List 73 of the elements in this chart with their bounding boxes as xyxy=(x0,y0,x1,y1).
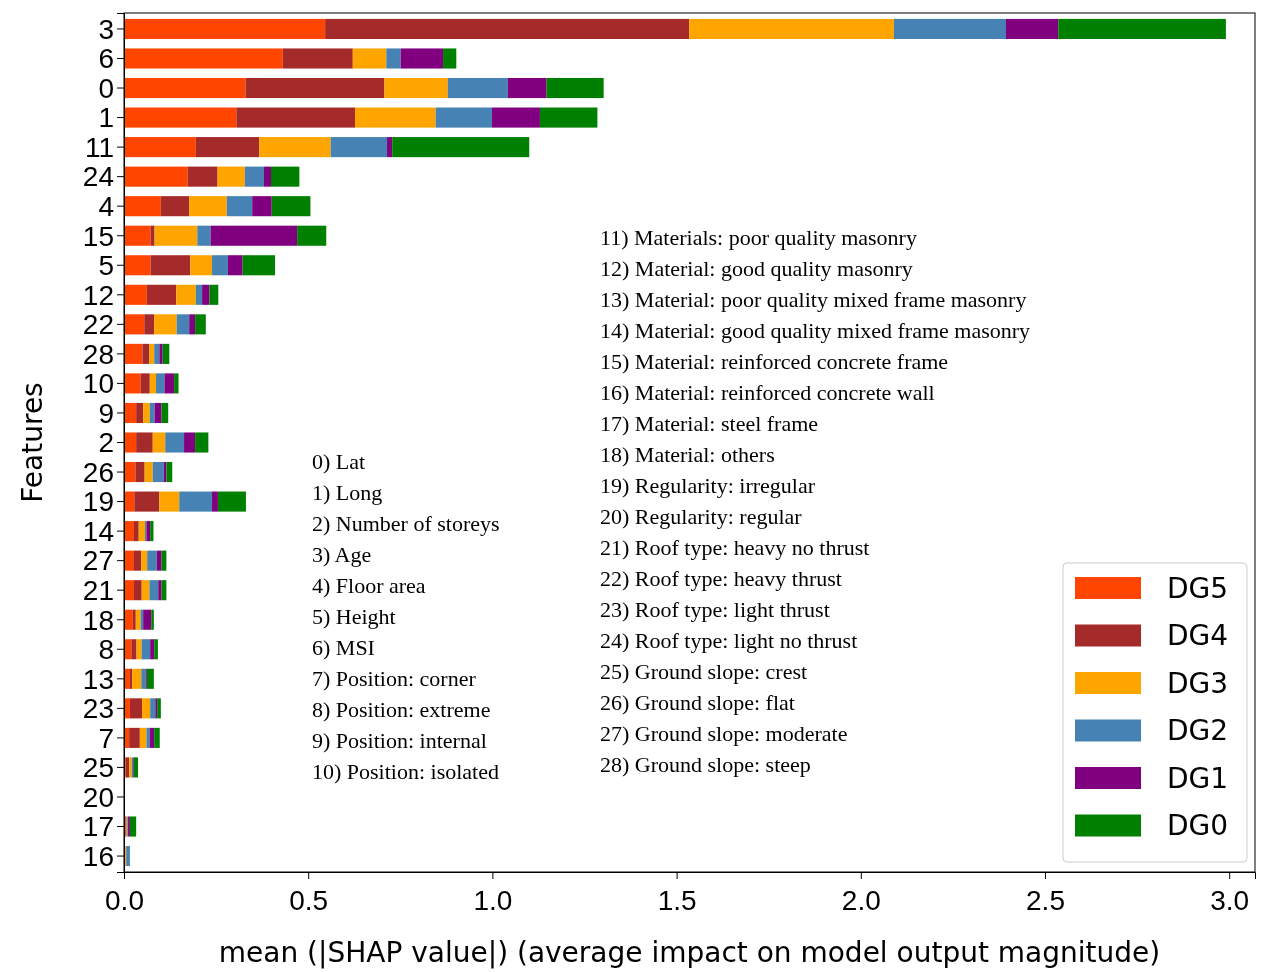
y-tick-label: 6 xyxy=(98,43,114,75)
y-tick-label: 18 xyxy=(82,604,114,636)
legend-label: DG3 xyxy=(1167,666,1229,700)
y-tick-label: 23 xyxy=(82,693,114,725)
legend-label: DG0 xyxy=(1167,809,1229,843)
annotation: 7) Position: corner xyxy=(312,666,477,691)
y-tick-label: 4 xyxy=(98,190,114,222)
annotation: 10) Position: isolated xyxy=(312,759,499,784)
annotation: 9) Position: internal xyxy=(312,728,487,753)
x-tick-label: 1.0 xyxy=(473,885,513,916)
annotation: 13) Material: poor quality mixed frame masonry xyxy=(600,287,1027,312)
annotation: 24) Roof type: light no thrust xyxy=(600,628,858,653)
x-axis-title: mean (|SHAP value|) (average impact on model output magnitude) xyxy=(218,936,1161,969)
y-tick-label: 3 xyxy=(98,13,114,45)
annotation: 21) Roof type: heavy no thrust xyxy=(600,535,870,560)
x-tick-label: 2.0 xyxy=(841,885,881,916)
y-axis-title: Features xyxy=(16,382,49,503)
annotation: 11) Materials: poor quality masonry xyxy=(600,225,917,250)
x-tick-label: 0.0 xyxy=(105,885,144,916)
annotation: 25) Ground slope: crest xyxy=(600,659,808,684)
annotation: 12) Material: good quality masonry xyxy=(600,256,913,281)
x-tick-label: 0.5 xyxy=(289,885,329,916)
y-tick-label: 22 xyxy=(82,309,114,341)
x-tick-label: 1.5 xyxy=(657,885,697,916)
annotation: 3) Age xyxy=(312,542,372,567)
y-tick-label: 21 xyxy=(82,575,114,606)
annotation: 16) Material: reinforced concrete wall xyxy=(600,380,935,405)
y-tick-label: 12 xyxy=(82,279,114,311)
annotation: 1) Long xyxy=(312,480,383,505)
annotation: 28) Ground slope: steep xyxy=(600,752,811,777)
annotation: 15) Material: reinforced concrete frame xyxy=(600,349,949,374)
y-tick-label: 7 xyxy=(98,722,114,754)
y-tick-label: 26 xyxy=(82,456,114,488)
y-tick-label: 11 xyxy=(84,131,114,163)
y-tick-label: 5 xyxy=(98,250,114,282)
y-tick-label: 13 xyxy=(82,663,114,695)
y-tick-label: 8 xyxy=(98,634,114,666)
y-tick-label: 28 xyxy=(82,338,114,370)
annotation: 17) Material: steel frame xyxy=(600,411,819,436)
legend-label: DG4 xyxy=(1167,619,1229,653)
annotation: 20) Regularity: regular xyxy=(600,504,803,529)
y-tick-label: 25 xyxy=(82,752,114,784)
y-tick-label: 17 xyxy=(82,811,114,843)
y-tick-label: 1 xyxy=(98,102,114,134)
annotation: 19) Regularity: irregular xyxy=(600,473,816,498)
y-tick-label: 2 xyxy=(98,427,114,459)
legend-label: DG2 xyxy=(1167,714,1229,748)
legend-label: DG5 xyxy=(1167,571,1229,605)
y-tick-label: 14 xyxy=(82,515,114,547)
annotation: 4) Floor area xyxy=(312,573,426,598)
y-tick-label: 10 xyxy=(82,368,114,400)
annotation: 23) Roof type: light thrust xyxy=(600,597,830,622)
annotation: 18) Material: others xyxy=(600,442,775,467)
y-tick-label: 27 xyxy=(82,545,114,577)
y-tick-label: 9 xyxy=(98,397,114,429)
x-tick-label: 2.5 xyxy=(1026,885,1065,916)
y-tick-label: 20 xyxy=(82,781,114,813)
annotation: 6) MSI xyxy=(312,635,375,660)
y-tick-label: 19 xyxy=(82,486,114,518)
annotation: 0) Lat xyxy=(312,449,366,474)
annotation: 14) Material: good quality mixed frame masonry xyxy=(600,318,1031,343)
annotation: 22) Roof type: heavy thrust xyxy=(600,566,842,591)
annotation: 26) Ground slope: flat xyxy=(600,690,795,715)
annotation: 8) Position: extreme xyxy=(312,697,491,722)
annotation: 2) Number of storeys xyxy=(312,511,500,536)
y-tick-label: 24 xyxy=(82,161,114,193)
y-tick-label: 0 xyxy=(98,72,114,104)
legend-label: DG1 xyxy=(1167,761,1229,795)
annotation: 27) Ground slope: moderate xyxy=(600,721,848,746)
x-tick-label: 3.0 xyxy=(1210,885,1250,916)
y-tick-label: 16 xyxy=(82,840,114,872)
y-tick-label: 15 xyxy=(82,220,114,252)
annotation: 5) Height xyxy=(312,604,396,629)
